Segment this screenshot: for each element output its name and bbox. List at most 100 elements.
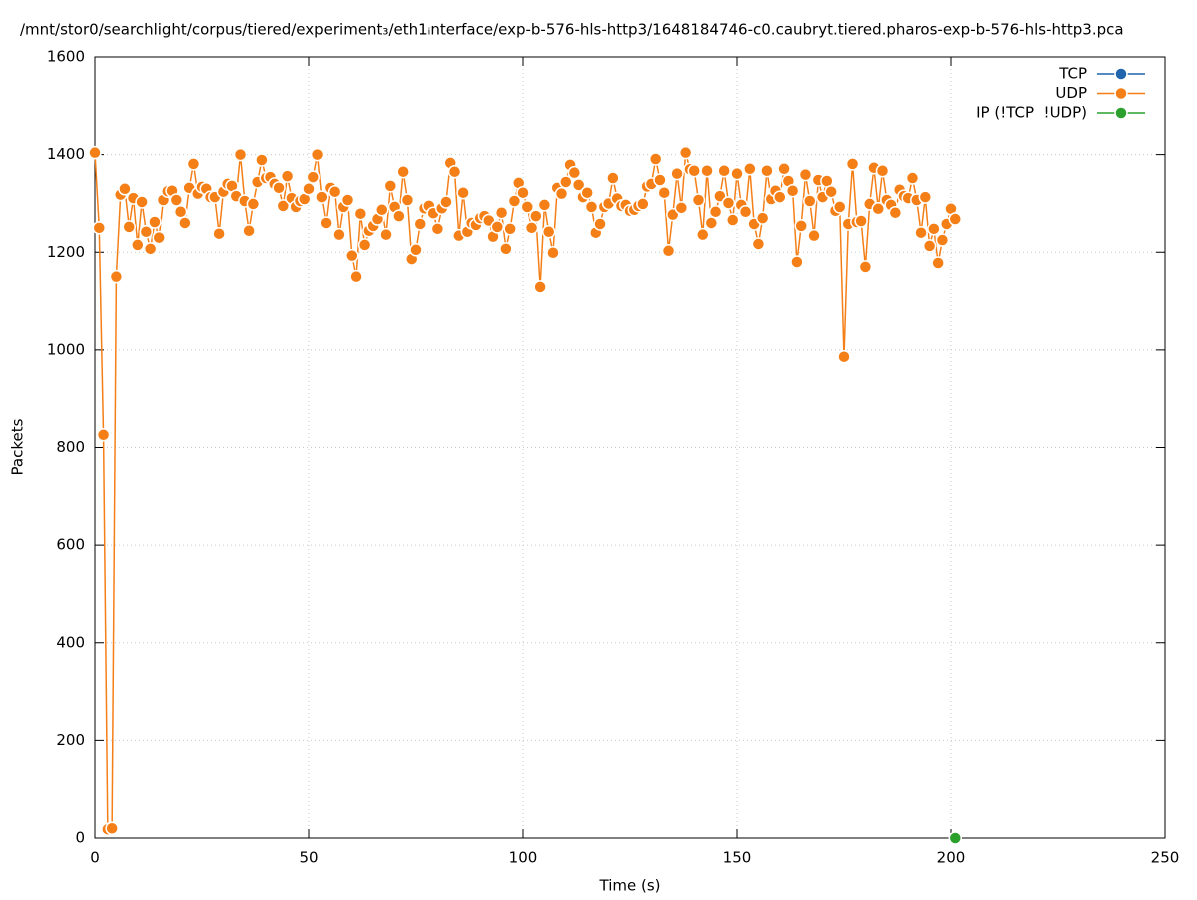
- legend-label: IP (!TCP !UDP): [976, 104, 1087, 122]
- y-tick-label: 1200: [47, 243, 85, 261]
- y-tick-label: 800: [56, 438, 85, 456]
- legend-marker: [1114, 106, 1128, 120]
- data-point: [169, 193, 184, 207]
- data-point: [905, 171, 920, 185]
- data-point: [332, 227, 346, 242]
- data-point: [931, 256, 945, 270]
- data-point: [439, 195, 453, 209]
- data-point: [233, 147, 248, 162]
- x-axis-label: Time (s): [599, 877, 661, 895]
- data-point: [118, 182, 132, 196]
- legend-marker: [1114, 86, 1128, 101]
- data-point: [777, 162, 791, 176]
- data-point: [447, 164, 462, 179]
- data-point: [173, 204, 188, 219]
- y-tick-label: 200: [56, 731, 85, 749]
- y-tick-label: 600: [56, 536, 85, 554]
- data-point: [854, 214, 868, 228]
- y-axis-label: Packets: [9, 418, 27, 475]
- data-point: [730, 166, 744, 181]
- data-point: [559, 175, 573, 189]
- data-point: [918, 190, 933, 204]
- data-point: [760, 163, 774, 178]
- data-point: [670, 166, 684, 181]
- data-point: [152, 230, 166, 245]
- data-point: [143, 242, 158, 256]
- data-point: [922, 239, 937, 253]
- data-point: [302, 182, 316, 196]
- x-tick-label: 250: [1151, 849, 1180, 867]
- data-point: [653, 173, 667, 187]
- data-point: [773, 190, 787, 204]
- data-point: [824, 184, 838, 199]
- y-tick-label: 1600: [47, 48, 85, 66]
- data-point: [409, 243, 423, 257]
- data-point: [353, 206, 368, 221]
- data-point: [186, 157, 201, 171]
- data-point: [725, 213, 740, 227]
- data-point: [914, 225, 928, 240]
- data-point: [122, 220, 136, 234]
- y-tick-label: 400: [56, 633, 85, 651]
- x-tick-label: 100: [509, 849, 538, 867]
- data-point: [580, 185, 594, 200]
- data-point: [875, 163, 890, 178]
- data-point: [272, 181, 286, 195]
- data-point: [661, 244, 676, 258]
- data-point: [529, 209, 543, 223]
- data-point: [678, 145, 693, 160]
- data-point: [131, 238, 145, 252]
- data-point: [593, 217, 607, 231]
- data-point: [349, 269, 363, 284]
- data-point: [743, 162, 757, 176]
- data-point: [935, 233, 950, 247]
- data-point: [345, 248, 359, 263]
- data-point: [400, 193, 415, 207]
- data-point: [803, 194, 817, 208]
- data-point: [327, 184, 342, 199]
- data-point: [546, 245, 560, 260]
- data-point: [178, 216, 192, 230]
- data-point: [139, 224, 154, 239]
- chart-title: /mnt/stor0/searchlight/corpus/tiered/exp…: [20, 21, 1124, 39]
- x-tick-label: 0: [90, 849, 100, 867]
- data-point: [105, 821, 119, 835]
- data-point: [499, 242, 513, 256]
- data-point: [276, 199, 291, 213]
- data-point: [666, 207, 680, 222]
- data-point: [96, 428, 111, 442]
- plot-frame: [94, 56, 1166, 839]
- data-point: [430, 222, 445, 236]
- y-tick-label: 1000: [47, 340, 85, 358]
- data-point: [490, 220, 505, 234]
- legend-label: TCP: [1058, 65, 1087, 83]
- data-point: [807, 228, 821, 243]
- x-tick-label: 50: [299, 849, 318, 867]
- data-point: [507, 194, 522, 208]
- data-point: [606, 171, 620, 185]
- y-tick-label: 1400: [47, 145, 85, 163]
- data-point: [383, 179, 398, 193]
- data-point: [541, 224, 556, 239]
- data-point: [212, 226, 226, 241]
- data-point: [396, 164, 410, 179]
- data-point: [315, 190, 329, 204]
- data-point: [88, 145, 102, 160]
- data-point: [280, 169, 295, 183]
- x-tick-label: 150: [723, 849, 752, 867]
- data-point: [927, 222, 941, 236]
- data-point: [357, 238, 372, 252]
- data-point: [700, 163, 714, 178]
- data-point: [135, 195, 149, 209]
- data-point: [845, 157, 860, 171]
- x-tick-label: 200: [937, 849, 966, 867]
- data-point: [837, 349, 851, 364]
- data-point: [246, 197, 261, 211]
- data-point: [648, 152, 663, 166]
- series-line: [94, 152, 956, 831]
- data-point: [691, 193, 706, 207]
- data-point: [708, 204, 723, 219]
- data-point: [871, 202, 885, 216]
- data-point: [738, 204, 753, 219]
- data-point: [721, 196, 736, 210]
